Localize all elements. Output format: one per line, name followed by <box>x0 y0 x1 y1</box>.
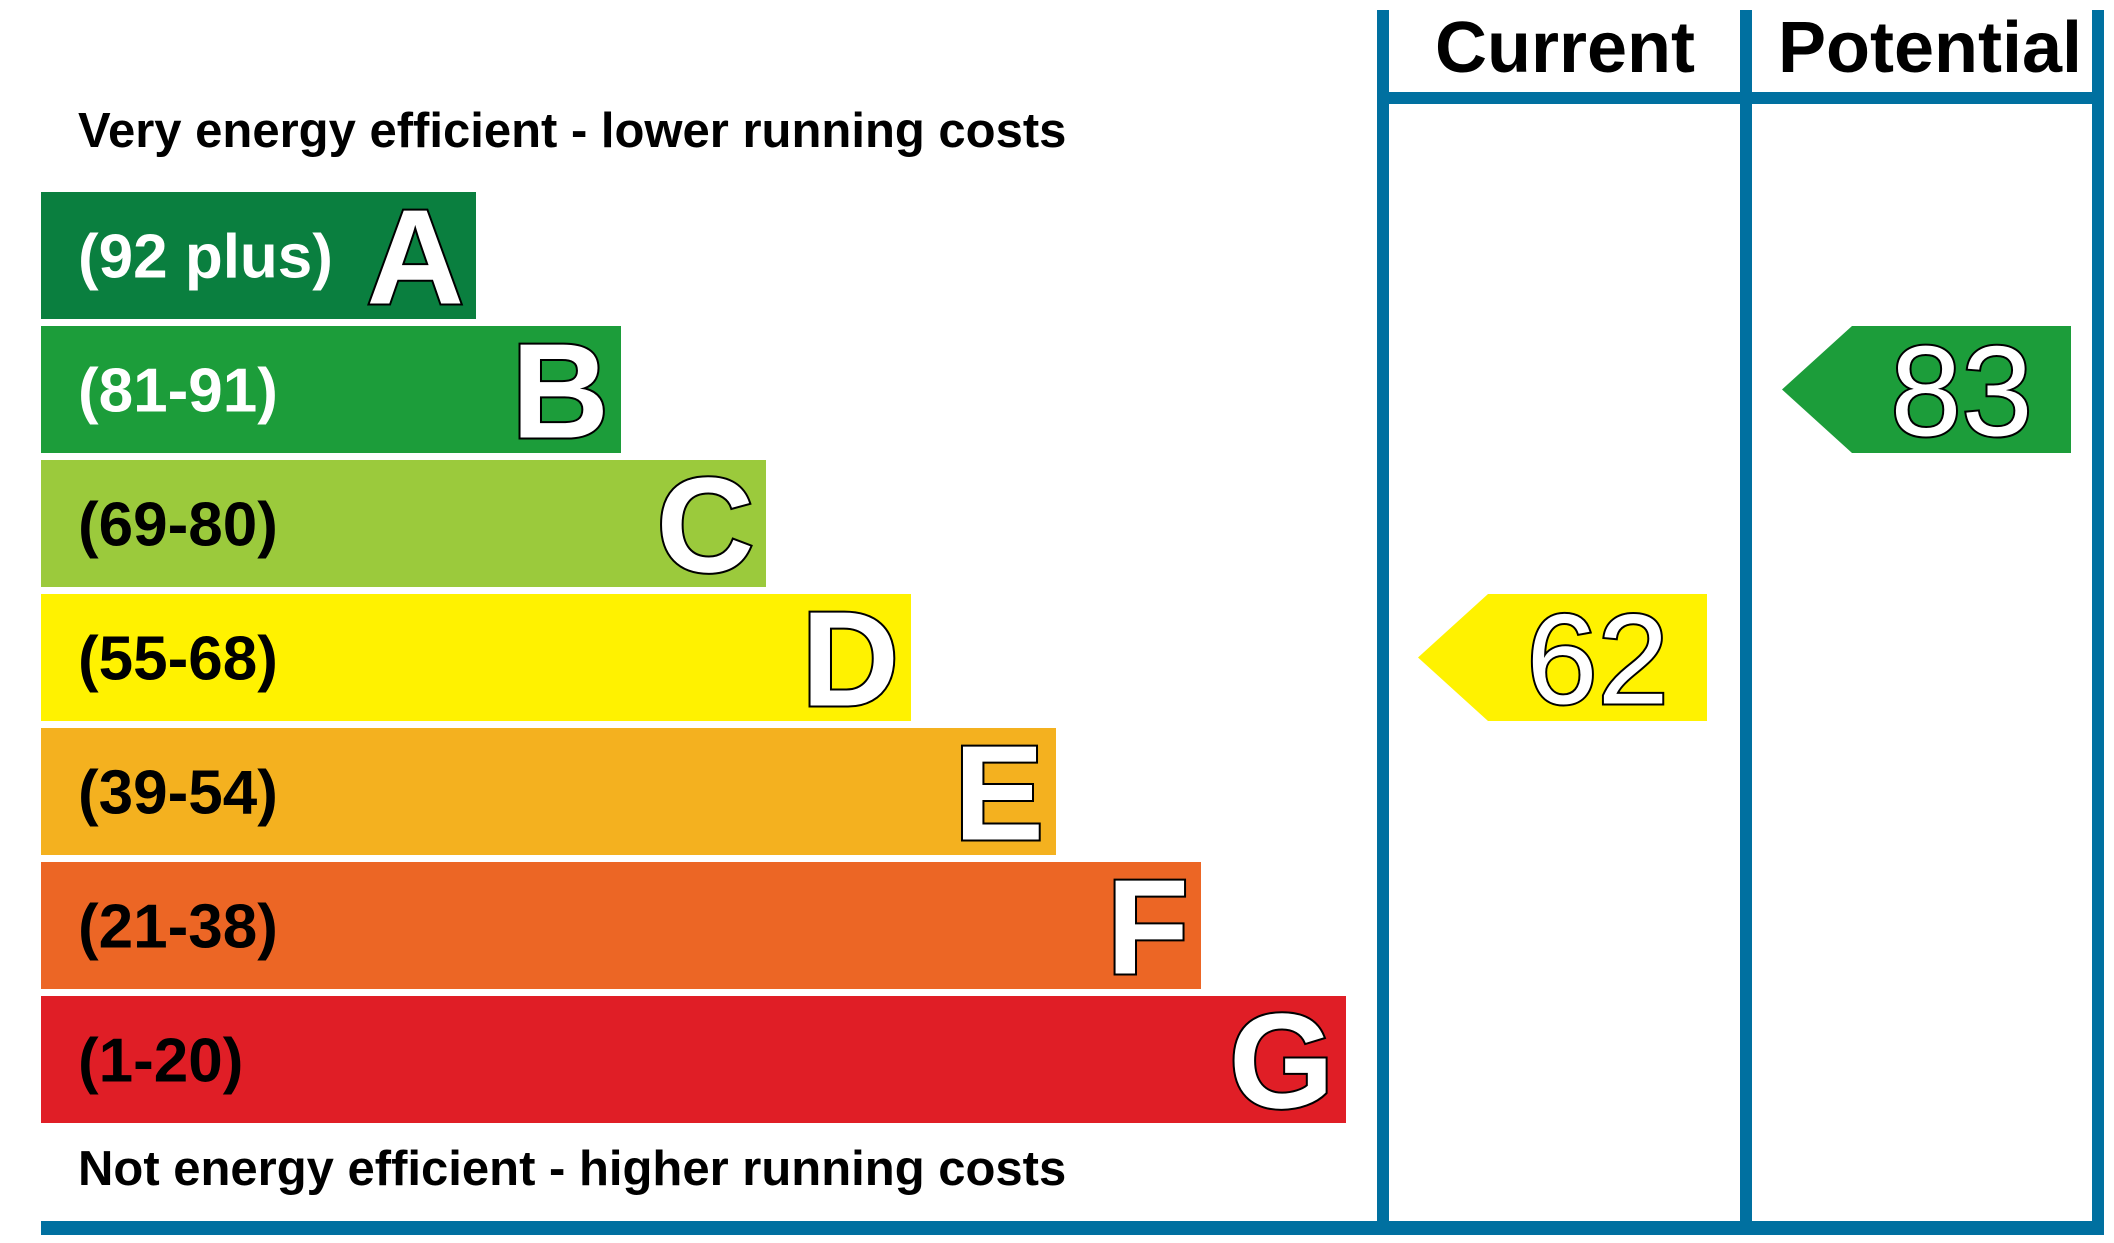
column-frame <box>41 10 2104 1235</box>
bottom-caption: Not energy efficient - higher running co… <box>78 1142 1066 1196</box>
band-range-label: (21-38) <box>78 893 278 962</box>
band-letter: E <box>954 718 1044 869</box>
band-c <box>41 460 766 587</box>
band-f <box>41 862 1201 989</box>
band-range-label: (92 plus) <box>78 223 333 292</box>
frame-divider-left <box>1377 10 1389 1224</box>
column-header-current: Current <box>1435 8 1695 88</box>
rating-arrow-current <box>1418 594 1707 721</box>
band-range-label: (55-68) <box>78 625 278 694</box>
band-g <box>41 996 1346 1123</box>
rating-arrow-potential <box>1782 326 2071 453</box>
band-e <box>41 728 1056 855</box>
band-range-label: (81-91) <box>78 357 278 426</box>
rating-value-current: 62 <box>1526 589 1668 732</box>
band-a <box>41 192 476 319</box>
frame-divider-right <box>2092 10 2104 1224</box>
band-letter: B <box>512 316 610 467</box>
column-header-potential: Potential <box>1778 8 2082 88</box>
frame-divider-middle <box>1740 10 1752 1224</box>
band-letter: D <box>802 584 900 735</box>
band-d <box>41 594 911 721</box>
band-range-label: (69-80) <box>78 491 278 560</box>
rating-value-potential: 83 <box>1890 321 2032 464</box>
band-letter: A <box>367 182 465 333</box>
frame-header-rule <box>1377 92 2104 104</box>
band-letter: G <box>1229 986 1334 1137</box>
band-range-label: (39-54) <box>78 759 278 828</box>
top-caption: Very energy efficient - lower running co… <box>78 104 1066 158</box>
band-range-label: (1-20) <box>78 1027 243 1096</box>
band-letter: F <box>1107 852 1189 1003</box>
band-b <box>41 326 621 453</box>
rating-bands: (92 plus) A (81-91) B (69-80) C (55-68) D (39-54… <box>41 180 1346 1139</box>
band-letter: C <box>657 450 755 601</box>
rating-arrows: 62 83 <box>1418 319 2071 734</box>
frame-bottom-rule <box>41 1221 2104 1235</box>
